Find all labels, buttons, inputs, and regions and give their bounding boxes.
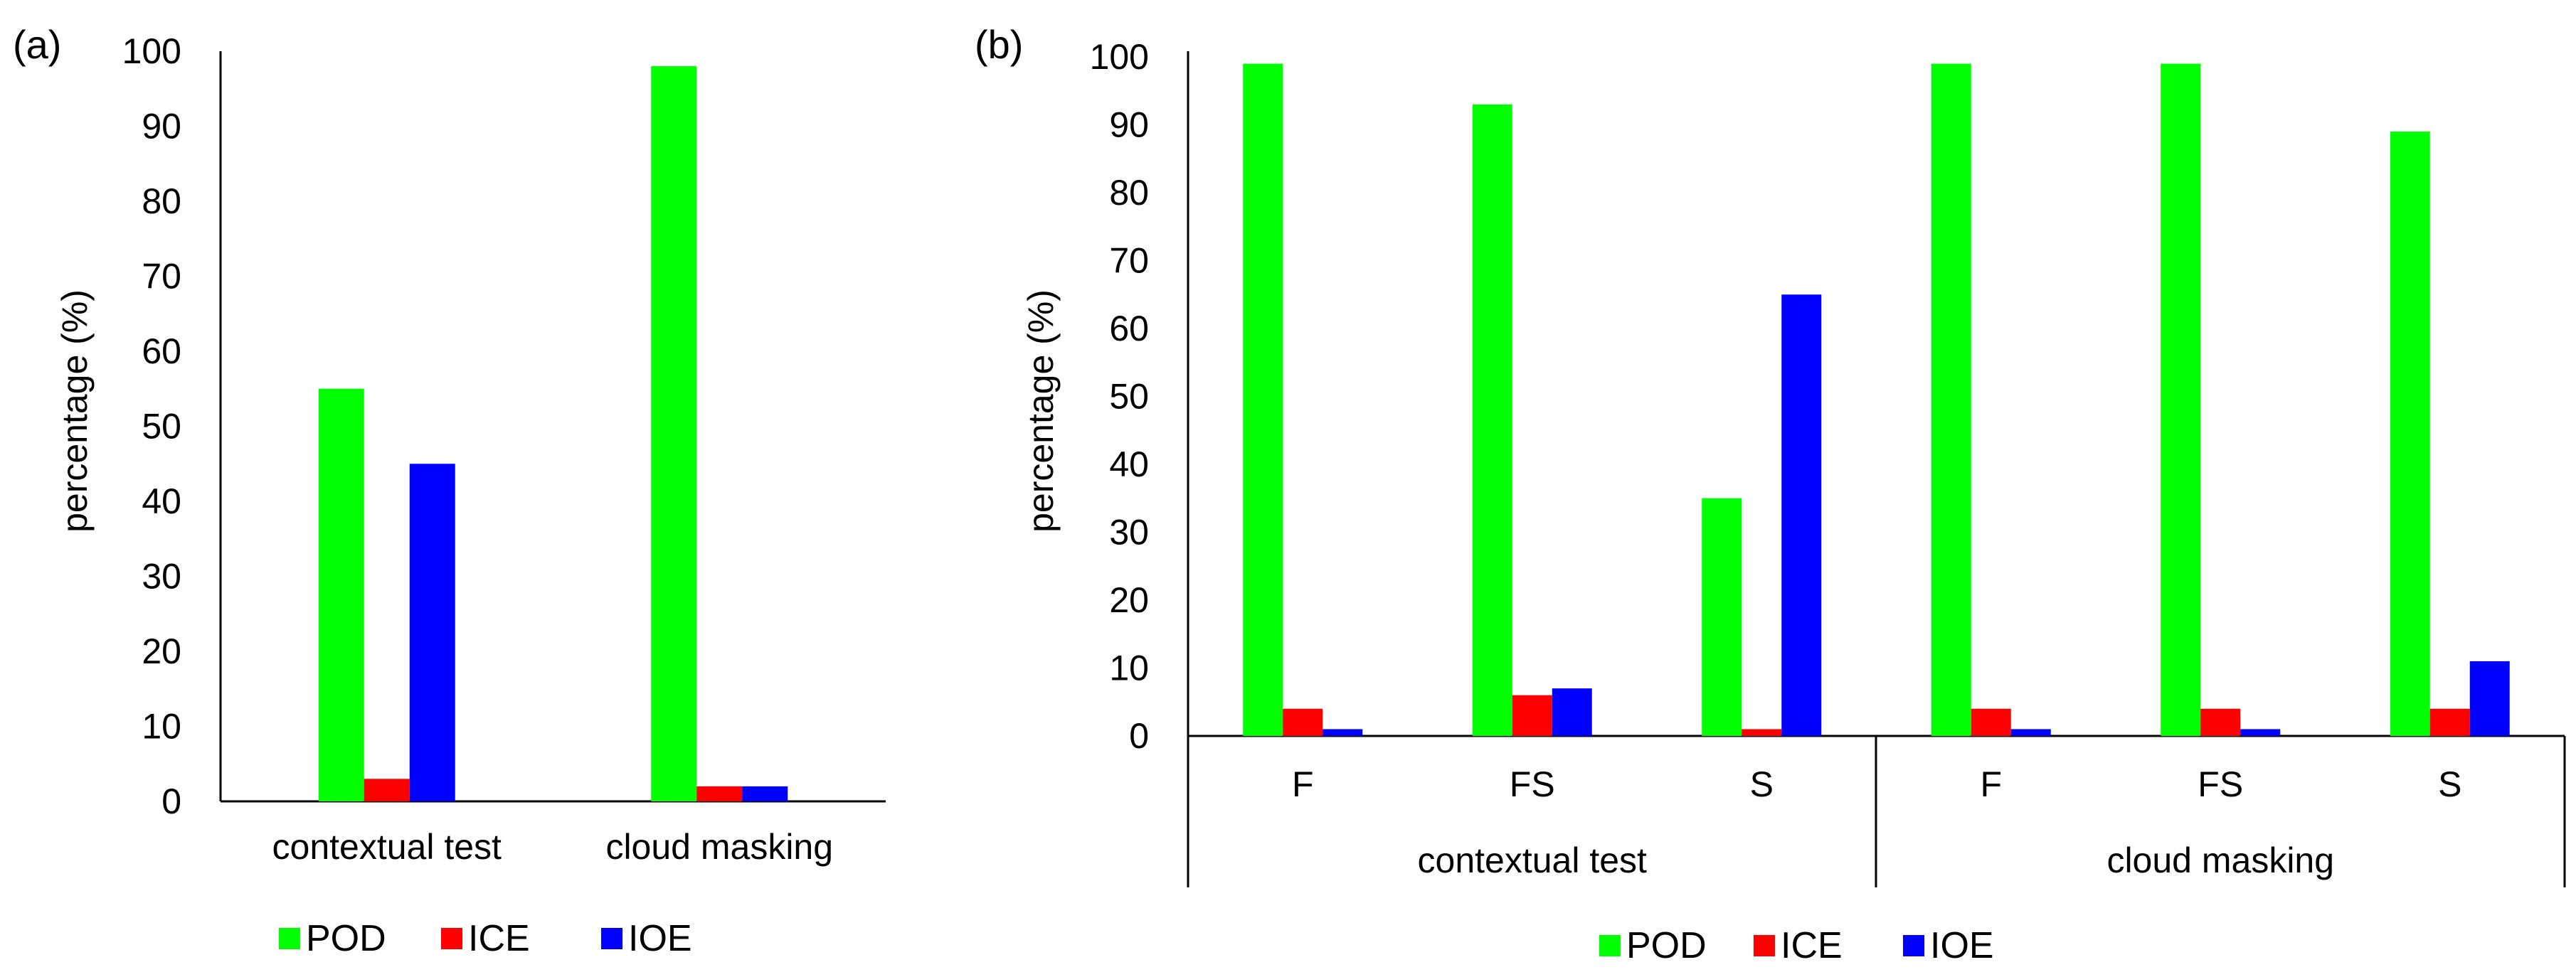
legend-label-pod: POD: [306, 918, 386, 959]
bar-ioe-contextual-test-fs: [1552, 688, 1592, 736]
y-tick-label: 80: [1109, 173, 1149, 213]
x-tick-label: F: [1980, 764, 2002, 804]
bar-ioe-cloud-masking-fs: [2240, 729, 2281, 736]
bar-ice-cloud-masking: [696, 786, 743, 801]
group-label: cloud masking: [2106, 840, 2334, 880]
chart-a: (a) percentage (%) 0 10 20 30 40 50 60 70 80 90 10…: [13, 22, 886, 959]
bars-a: [318, 66, 788, 802]
bar-ice-cloud-masking-fs: [2200, 708, 2241, 736]
y-tick-label: 80: [142, 181, 181, 221]
bar-pod-contextual-test-fs: [1472, 104, 1512, 737]
bar-pod-contextual-test: [318, 388, 364, 801]
x-tick-label: FS: [1510, 764, 1555, 804]
bar-ioe-cloud-masking-s: [2469, 661, 2510, 736]
legend-a: POD ICE IOE: [279, 918, 692, 959]
bar-ice-contextual-test: [364, 779, 410, 801]
bar-pod-contextual-test-f: [1243, 63, 1283, 737]
y-tick-label: 100: [1090, 37, 1149, 77]
x-tick-label: contextual test: [272, 827, 502, 867]
y-tick-label: 70: [1109, 241, 1149, 281]
x-tick-label: F: [1292, 764, 1314, 804]
legend-label-pod: POD: [1626, 925, 1707, 966]
bar-pod-cloud-masking-fs: [2161, 63, 2201, 737]
y-tick-label: 40: [142, 481, 181, 521]
bar-ioe-cloud-masking-f: [2010, 729, 2051, 736]
y-tick-label: 10: [1109, 648, 1149, 688]
legend-swatch-ioe: [1903, 935, 1924, 956]
y-ticks-a: 0 10 20 30 40 50 60 70 80 90 100: [122, 31, 181, 821]
y-tick-label: 30: [1109, 513, 1149, 552]
y-tick-label: 0: [161, 781, 181, 821]
group-labels-b: contextual test cloud masking: [1418, 840, 2335, 880]
x-tick-label: FS: [2198, 764, 2243, 804]
panel-label-b: (b): [975, 22, 1023, 67]
bars-b: [1243, 63, 2510, 737]
group-label: contextual test: [1418, 840, 1648, 880]
x-ticks-b: F FS S F FS S: [1292, 764, 2461, 804]
y-tick-label: 40: [1109, 444, 1149, 484]
legend-swatch-pod: [279, 928, 300, 949]
bar-ice-contextual-test-f: [1283, 708, 1323, 736]
x-tick-label: S: [1750, 764, 1774, 804]
bar-ice-cloud-masking-f: [1971, 708, 2011, 736]
legend-label-ioe: IOE: [1930, 925, 1994, 966]
panel-label-a: (a): [13, 22, 61, 67]
y-tick-label: 70: [142, 257, 181, 297]
bar-pod-cloud-masking: [651, 66, 697, 802]
y-tick-label: 90: [1109, 105, 1149, 145]
y-axis-label-b: percentage (%): [1021, 289, 1061, 533]
y-tick-label: 20: [1109, 580, 1149, 620]
bar-pod-contextual-test-s: [1702, 498, 1742, 736]
x-ticks-a: contextual test cloud masking: [272, 827, 834, 867]
bar-ioe-cloud-masking: [742, 786, 788, 801]
legend-swatch-pod: [1599, 935, 1621, 956]
legend-swatch-ice: [1754, 935, 1775, 956]
chart-b: (b) percentage (%) 0 10 20 30 40 50 60 70 80 90 10…: [975, 22, 2566, 966]
y-tick-label: 90: [142, 107, 181, 146]
y-axis-label-a: percentage (%): [55, 289, 95, 533]
bar-pod-cloud-masking-f: [1931, 63, 1971, 737]
bar-ioe-contextual-test: [409, 464, 455, 801]
legend-swatch-ice: [441, 928, 462, 949]
y-tick-label: 50: [142, 407, 181, 447]
x-tick-label: cloud masking: [605, 827, 833, 867]
legend-label-ice: ICE: [1781, 925, 1843, 966]
x-tick-label: S: [2438, 764, 2461, 804]
legend-label-ice: ICE: [468, 918, 530, 959]
y-tick-label: 20: [142, 631, 181, 671]
bar-pod-cloud-masking-s: [2390, 132, 2430, 737]
bar-ice-contextual-test-s: [1742, 729, 1782, 736]
bar-ioe-contextual-test-s: [1781, 294, 1822, 736]
bar-ice-cloud-masking-s: [2429, 708, 2470, 736]
bar-ioe-contextual-test-f: [1323, 729, 1363, 736]
legend-label-ioe: IOE: [628, 918, 692, 959]
y-ticks-b: 0 10 20 30 40 50 60 70 80 90 100: [1090, 37, 1149, 756]
bar-ice-contextual-test-fs: [1512, 695, 1552, 736]
y-tick-label: 0: [1129, 716, 1149, 756]
legend-swatch-ioe: [601, 928, 622, 949]
y-tick-label: 60: [1109, 309, 1149, 348]
y-tick-label: 60: [142, 331, 181, 371]
y-tick-label: 30: [142, 557, 181, 597]
y-tick-label: 100: [122, 31, 181, 71]
y-tick-label: 50: [1109, 377, 1149, 417]
legend-b: POD ICE IOE: [1599, 925, 1994, 966]
y-tick-label: 10: [142, 707, 181, 747]
